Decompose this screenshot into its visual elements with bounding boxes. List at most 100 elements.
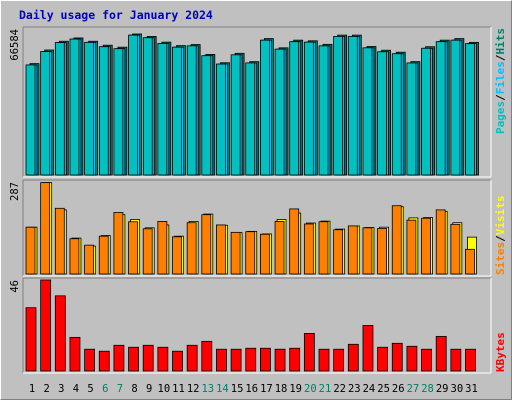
- x-tick-label: 29: [436, 383, 449, 395]
- bar-sites-day-21: [318, 221, 329, 275]
- bar-kbytes-day-9: [142, 344, 154, 372]
- x-tick-label: 9: [146, 383, 152, 395]
- bar-sites-day-20: [303, 223, 314, 275]
- x-tick-label: 13: [201, 383, 214, 395]
- legend-entry-files: Files: [494, 61, 507, 94]
- series-sites: [25, 182, 475, 275]
- bar-pages-day-6: [98, 46, 109, 176]
- bar-sites-day-18: [274, 221, 285, 275]
- panel-sites-visits: 287 Sites/Visits: [9, 179, 507, 277]
- bar-pages-day-17: [259, 39, 270, 176]
- bar-kbytes-day-18: [274, 348, 286, 372]
- bar-pages-day-22: [333, 36, 344, 176]
- bar-kbytes-day-31: [465, 348, 476, 372]
- x-tick-label: 10: [158, 383, 171, 395]
- bar-pages-day-13: [201, 55, 212, 176]
- legend-separator: /: [494, 235, 507, 242]
- y-max-label: 287: [9, 182, 21, 201]
- legend-pages-files-hits: Pages/Files/Hits: [494, 28, 507, 134]
- x-tick-label: 21: [319, 383, 332, 395]
- series-pages: [25, 34, 475, 176]
- x-tick-label: 26: [392, 383, 405, 395]
- bar-sites-day-24: [362, 227, 373, 275]
- legend-kbytes: KBytes: [494, 332, 507, 372]
- bar-pages-day-26: [391, 53, 402, 176]
- bar-pages-day-28: [421, 47, 431, 176]
- bar-kbytes-day-27: [406, 345, 418, 372]
- bar-sites-day-27: [406, 219, 417, 275]
- x-tick-label: 20: [304, 383, 317, 395]
- y-max-label: 46: [9, 280, 21, 293]
- bar-sites-day-30: [450, 223, 461, 275]
- bar-kbytes-day-20: [303, 333, 315, 372]
- x-tick-label: 7: [117, 383, 123, 395]
- bar-sites-day-29: [435, 209, 446, 275]
- bar-pages-day-15: [230, 54, 241, 176]
- bar-pages-day-7: [113, 48, 124, 176]
- bar-sites-day-22: [333, 229, 344, 275]
- bar-sites-day-3: [54, 207, 65, 275]
- bar-sites-day-11: [172, 236, 182, 275]
- bar-kbytes-day-19: [289, 347, 301, 372]
- bar-pages-day-5: [84, 41, 94, 176]
- x-tick-label: 17: [260, 383, 273, 395]
- x-tick-label: 4: [73, 383, 79, 395]
- x-tick-label: 18: [275, 383, 288, 395]
- bar-sites-day-26: [391, 205, 402, 275]
- bar-pages-day-27: [406, 62, 417, 176]
- bar-kbytes-day-16: [245, 347, 257, 372]
- bar-sites-day-1: [25, 226, 36, 275]
- bar-sites-day-5: [84, 244, 94, 275]
- bar-pages-day-12: [186, 45, 197, 176]
- bar-pages-day-10: [157, 43, 168, 176]
- bar-kbytes-day-2: [40, 279, 52, 372]
- bar-kbytes-day-4: [69, 336, 81, 372]
- x-tick-label: 23: [348, 383, 361, 395]
- bar-kbytes-day-6: [98, 350, 110, 372]
- x-tick-label: 24: [363, 383, 376, 395]
- bar-sites-day-23: [347, 225, 358, 275]
- bar-pages-day-14: [216, 63, 226, 176]
- bar-pages-day-24: [362, 47, 373, 176]
- bar-kbytes-day-24: [362, 325, 374, 372]
- bar-pages-day-18: [274, 48, 285, 176]
- bar-sites-day-25: [377, 228, 388, 275]
- bar-pages-day-19: [289, 41, 300, 176]
- x-tick-label: 1: [29, 383, 35, 395]
- legend-entry-pages: Pages: [494, 101, 507, 134]
- x-tick-label: 15: [231, 383, 244, 395]
- bar-pages-day-31: [465, 43, 475, 176]
- bar-pages-day-8: [128, 34, 138, 176]
- bar-kbytes-day-1: [25, 307, 37, 372]
- panel-kbytes: 46 KBytes: [9, 277, 507, 374]
- bar-pages-day-16: [245, 62, 256, 176]
- bar-kbytes-day-7: [113, 344, 125, 372]
- legend-entry-kbytes: KBytes: [494, 332, 507, 372]
- bar-kbytes-day-8: [128, 346, 139, 372]
- bar-pages-day-3: [54, 42, 65, 176]
- bar-sites-day-7: [113, 212, 124, 275]
- x-tick-label: 3: [58, 383, 64, 395]
- bar-sites-day-13: [201, 214, 212, 275]
- x-axis: 1 2 3 4 5 6 7 8 9 10 11 12 13 14 15 16 17 18 19 20 21 22 23 24 2…: [29, 383, 478, 395]
- legend-entry-visits: Visits: [494, 196, 507, 236]
- bar-sites-day-8: [128, 221, 138, 275]
- bar-sites-day-16: [245, 231, 256, 275]
- bar-pages-day-30: [450, 39, 461, 176]
- x-tick-label: 16: [245, 383, 258, 395]
- bar-kbytes-day-5: [84, 348, 95, 372]
- bar-sites-day-6: [98, 235, 109, 275]
- x-tick-label: 8: [131, 383, 137, 395]
- x-tick-label: 31: [465, 383, 478, 395]
- bar-sites-day-4: [69, 238, 80, 275]
- legend-entry-sites: Sites: [494, 242, 507, 275]
- bar-kbytes-day-28: [421, 348, 432, 372]
- x-tick-label: 2: [43, 383, 49, 395]
- x-tick-label: 22: [333, 383, 346, 395]
- bar-sites-day-12: [186, 222, 197, 275]
- bar-kbytes-day-29: [435, 335, 447, 372]
- x-tick-label: 30: [451, 383, 464, 395]
- bar-kbytes-day-14: [216, 348, 227, 372]
